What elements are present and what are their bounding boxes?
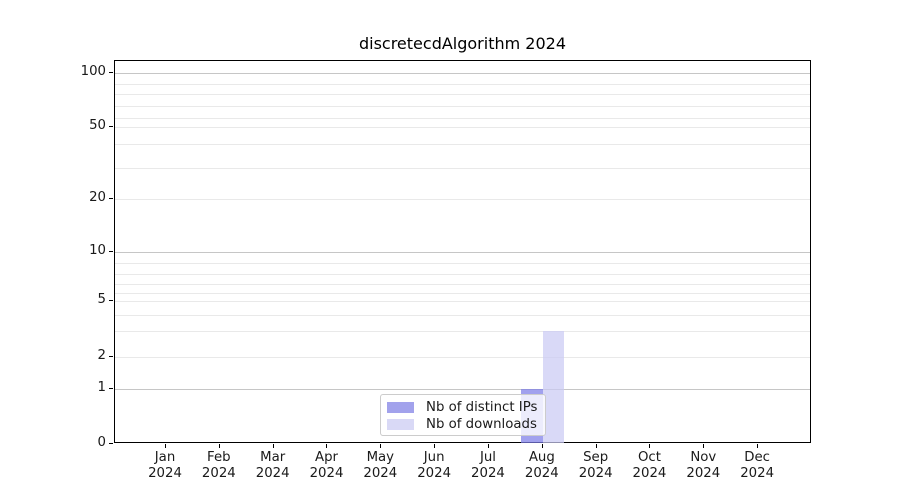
y-gridline-7 <box>115 284 810 285</box>
x-tick-label-jun: Jun 2024 <box>417 450 452 481</box>
y-gridline-2 <box>115 357 810 358</box>
x-tick-label-oct: Oct 2024 <box>632 450 667 481</box>
y-tick-label-20: 20 <box>89 190 106 205</box>
x-tick-jul <box>487 444 489 448</box>
x-tick-may <box>380 444 382 448</box>
x-tick-apr <box>326 444 328 448</box>
x-tick-oct <box>649 444 651 448</box>
y-tick-100 <box>109 72 113 73</box>
plot-area: Nb of distinct IPs Nb of downloads <box>114 60 811 443</box>
x-tick-label-apr: Apr 2024 <box>309 450 344 481</box>
y-tick-0 <box>109 443 113 444</box>
y-gridline-5 <box>115 301 810 302</box>
legend-item-distinct-ips: Nb of distinct IPs <box>387 399 539 416</box>
y-gridline-6 <box>115 293 810 294</box>
x-tick-label-may: May 2024 <box>363 450 398 481</box>
y-gridline-70 <box>115 106 810 107</box>
x-tick-dec <box>757 444 759 448</box>
y-gridline-1 <box>115 389 810 390</box>
y-tick-2 <box>109 356 113 357</box>
y-tick-label-100: 100 <box>80 64 106 79</box>
downloads-swatch <box>387 419 414 430</box>
x-tick-label-aug: Aug 2024 <box>524 450 559 481</box>
y-tick-label-2: 2 <box>97 348 106 363</box>
legend: Nb of distinct IPs Nb of downloads <box>380 394 546 436</box>
y-gridline-40 <box>115 144 810 145</box>
y-tick-label-1: 1 <box>97 380 106 395</box>
x-tick-label-mar: Mar 2024 <box>255 450 290 481</box>
x-tick-mar <box>272 444 274 448</box>
y-gridline-80 <box>115 94 810 95</box>
y-gridline-9 <box>115 263 810 264</box>
chart-title: discretecdAlgorithm 2024 <box>358 34 567 53</box>
y-gridline-90 <box>115 84 810 85</box>
x-tick-label-jul: Jul 2024 <box>471 450 505 481</box>
x-tick-aug <box>541 444 543 448</box>
x-tick-nov <box>703 444 705 448</box>
y-gridline-30 <box>115 168 810 169</box>
legend-item-downloads: Nb of downloads <box>387 416 539 433</box>
y-gridline-60 <box>115 118 810 119</box>
y-tick-1 <box>109 388 113 389</box>
bar-downloads-aug <box>542 331 565 443</box>
y-tick-label-50: 50 <box>89 118 106 133</box>
x-tick-sep <box>595 444 597 448</box>
x-tick-label-nov: Nov 2024 <box>686 450 721 481</box>
y-gridline-4 <box>115 315 810 316</box>
y-gridline-50 <box>115 127 810 128</box>
y-tick-label-5: 5 <box>97 292 106 307</box>
x-tick-jan <box>165 444 166 448</box>
y-gridline-20 <box>115 199 810 200</box>
legend-label-downloads: Nb of downloads <box>426 417 537 432</box>
y-tick-20 <box>109 198 113 199</box>
distinct-ips-swatch <box>387 402 414 413</box>
x-tick-label-feb: Feb 2024 <box>201 450 236 481</box>
y-gridline-3 <box>115 331 810 332</box>
y-gridline-10 <box>115 252 810 253</box>
x-tick-feb <box>218 444 220 448</box>
x-tick-label-sep: Sep 2024 <box>578 450 613 481</box>
y-gridline-100 <box>115 73 810 74</box>
legend-label-distinct-ips: Nb of distinct IPs <box>426 400 538 415</box>
y-tick-label-0: 0 <box>97 435 106 450</box>
y-gridline-8 <box>115 274 810 275</box>
y-tick-5 <box>109 300 113 301</box>
x-tick-label-dec: Dec 2024 <box>740 450 775 481</box>
x-tick-jun <box>434 444 436 448</box>
y-tick-label-10: 10 <box>89 243 106 258</box>
x-tick-label-jan: Jan 2024 <box>148 450 182 481</box>
y-tick-50 <box>109 126 113 127</box>
y-tick-10 <box>109 251 113 252</box>
